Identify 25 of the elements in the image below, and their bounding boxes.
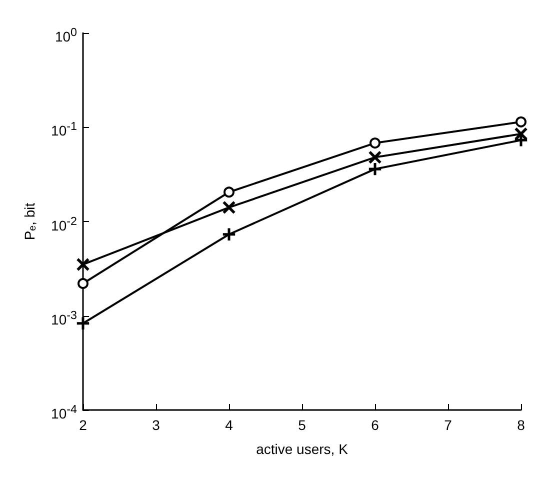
y-tick-label: 10$^{0}$	[54, 25, 77, 45]
y-tick-label: 10$^{-2}$	[51, 214, 77, 234]
y-axis-title: Pe, bit	[22, 202, 38, 240]
y-tick-label: 10$^{-3}$	[51, 308, 77, 328]
x-tick-label: 5	[298, 417, 306, 433]
x-tick-label: 4	[225, 417, 234, 433]
point	[222, 201, 236, 214]
point	[222, 228, 236, 240]
x-axis-title: active users, K	[256, 441, 349, 457]
point	[224, 186, 234, 198]
x-tick-label: 8	[517, 417, 526, 433]
point	[514, 134, 528, 146]
point	[76, 317, 90, 330]
point	[516, 116, 526, 128]
point	[78, 278, 88, 289]
point	[368, 162, 382, 176]
point	[76, 258, 90, 271]
x-tick-label: 6	[371, 417, 380, 433]
x-tick-label: 3	[152, 417, 160, 433]
point	[368, 151, 382, 164]
x-tick-label: 2	[79, 417, 88, 433]
y-tick-label: 10$^{-1}$	[51, 119, 77, 139]
x-tick-label: 7	[444, 417, 452, 433]
point	[370, 138, 380, 149]
y-tick-label: 10$^{-4}$	[51, 402, 77, 422]
